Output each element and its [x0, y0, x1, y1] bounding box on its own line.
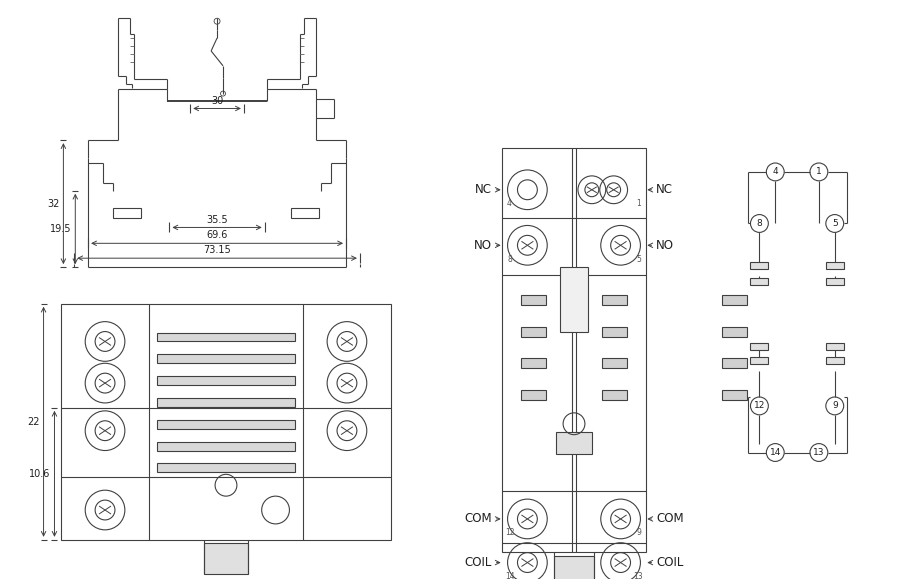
- Bar: [602, 359, 627, 368]
- Bar: [502, 148, 647, 552]
- Bar: [291, 208, 319, 217]
- Text: COIL: COIL: [656, 556, 683, 569]
- Text: 14: 14: [769, 448, 781, 457]
- Text: 1: 1: [816, 167, 822, 177]
- Bar: [750, 357, 769, 364]
- Bar: [602, 295, 627, 305]
- Bar: [826, 262, 844, 269]
- Text: 69.6: 69.6: [206, 230, 228, 240]
- Bar: [722, 359, 747, 368]
- Text: NC: NC: [474, 183, 492, 196]
- Text: COIL: COIL: [464, 556, 492, 569]
- Bar: [826, 343, 844, 350]
- Bar: [750, 278, 769, 285]
- Text: 10.6: 10.6: [29, 469, 50, 479]
- Text: 1: 1: [636, 199, 641, 208]
- Text: 14: 14: [505, 572, 515, 581]
- Bar: [750, 262, 769, 269]
- Text: 8: 8: [757, 219, 762, 228]
- Bar: [722, 326, 747, 336]
- Bar: [826, 357, 844, 364]
- Text: NO: NO: [656, 239, 674, 252]
- Bar: [521, 359, 546, 368]
- Bar: [722, 390, 747, 400]
- Bar: [602, 326, 627, 336]
- Bar: [157, 376, 295, 385]
- Text: 4: 4: [772, 167, 778, 177]
- Text: COM: COM: [464, 512, 492, 525]
- Text: NC: NC: [656, 183, 673, 196]
- Bar: [722, 295, 747, 305]
- Bar: [157, 441, 295, 451]
- Bar: [560, 267, 588, 332]
- Text: 8: 8: [507, 255, 512, 264]
- Text: 22: 22: [27, 417, 39, 427]
- Text: 5: 5: [636, 255, 641, 264]
- Text: 5: 5: [832, 219, 837, 228]
- Text: 12: 12: [505, 528, 514, 538]
- Bar: [157, 463, 295, 472]
- Text: 13: 13: [813, 448, 824, 457]
- Text: 32: 32: [47, 199, 60, 209]
- Bar: [157, 354, 295, 363]
- Bar: [602, 390, 627, 400]
- Bar: [556, 431, 592, 454]
- Bar: [521, 326, 546, 336]
- Bar: [157, 398, 295, 407]
- Text: 9: 9: [636, 528, 641, 538]
- Text: 12: 12: [754, 402, 765, 410]
- Bar: [826, 278, 844, 285]
- Bar: [157, 420, 295, 429]
- Text: 9: 9: [832, 402, 837, 410]
- Text: 4: 4: [507, 199, 512, 208]
- Bar: [61, 304, 390, 540]
- Text: 13: 13: [634, 572, 643, 581]
- Bar: [554, 556, 594, 583]
- Bar: [521, 295, 546, 305]
- Text: 19.5: 19.5: [49, 224, 71, 234]
- Text: NO: NO: [474, 239, 492, 252]
- Bar: [750, 343, 769, 350]
- Bar: [157, 332, 295, 342]
- Bar: [521, 390, 546, 400]
- Text: 30: 30: [211, 96, 224, 106]
- Bar: [204, 543, 248, 574]
- Text: 73.15: 73.15: [203, 245, 231, 255]
- Text: 35.5: 35.5: [206, 215, 228, 224]
- Text: COM: COM: [656, 512, 684, 525]
- Bar: [113, 208, 141, 217]
